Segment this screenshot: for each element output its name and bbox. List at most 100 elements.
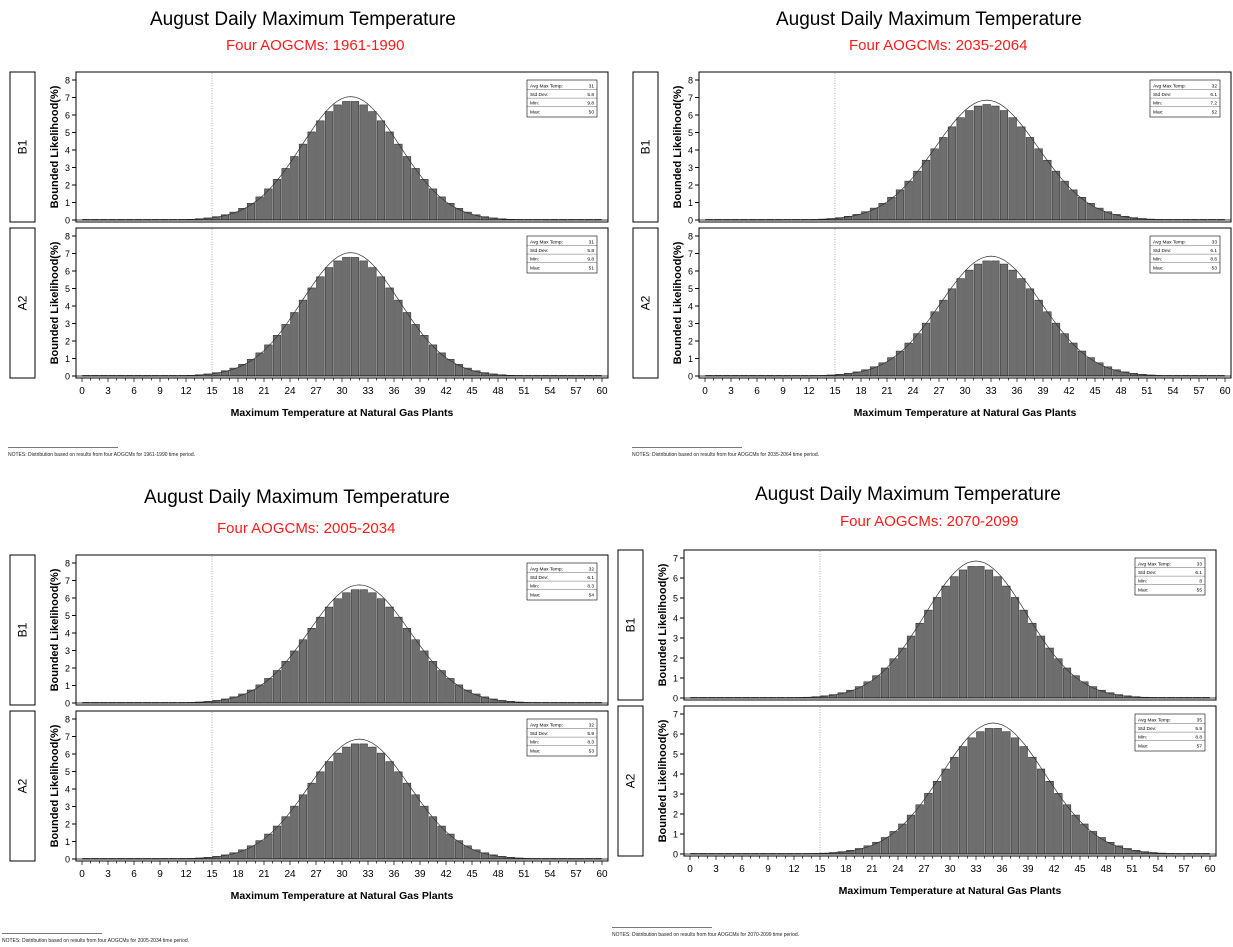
- histogram-bar: [1054, 658, 1063, 699]
- y-tick-label: 6: [688, 267, 693, 277]
- histogram-bar: [359, 589, 368, 704]
- plot-frame: [75, 71, 609, 223]
- histogram-bar: [982, 104, 991, 221]
- y-axis-label: Bounded Likelihood(%): [672, 241, 684, 364]
- x-tick-label: 21: [258, 869, 270, 880]
- stats-value: 5.9: [587, 731, 594, 737]
- histogram-bar: [1002, 731, 1011, 855]
- stats-box: [526, 718, 598, 757]
- y-tick-label: 1: [673, 830, 678, 840]
- histogram-bar: [1034, 148, 1043, 221]
- histogram-bar: [1043, 159, 1052, 221]
- y-tick-label: 6: [65, 267, 70, 277]
- histogram-bar: [1095, 207, 1104, 221]
- x-axis-label: Maximum Temperature at Natural Gas Plant…: [839, 885, 1062, 897]
- y-tick-label: 3: [65, 646, 70, 656]
- histogram-bar: [394, 616, 403, 704]
- histogram-bar: [342, 257, 351, 377]
- x-tick-label: 6: [739, 864, 745, 875]
- y-tick-label: 5: [65, 284, 70, 294]
- panel-b1: B1 Bounded Likelihood(%) 0 1 2 3 4 5 6 7 8 Avg Max …: [9, 71, 609, 226]
- y-tick-label: 7: [688, 249, 693, 259]
- strip-box: [632, 71, 659, 223]
- x-tick-label: 6: [754, 386, 760, 397]
- stats-box: [1134, 557, 1206, 596]
- y-tick-label: 8: [65, 559, 70, 569]
- stats-value: 9.8: [587, 101, 594, 107]
- histogram-bar: [999, 110, 1009, 221]
- histogram-bar: [967, 566, 976, 699]
- figure-subtitle: Four AOGCMs: 1961-1990: [226, 37, 405, 54]
- histogram-bar: [941, 585, 950, 699]
- histogram-bar: [359, 260, 368, 377]
- y-tick-label: 6: [673, 574, 678, 584]
- histogram-bar: [1069, 342, 1078, 377]
- y-tick-label: 7: [65, 93, 70, 103]
- stats-box: [1149, 235, 1221, 274]
- histogram-bar: [956, 117, 965, 221]
- histogram-bar: [965, 110, 974, 221]
- y-tick-label: 1: [688, 198, 693, 208]
- note-rule: [2, 933, 102, 934]
- histogram-bar: [915, 622, 924, 699]
- y-tick-label: 1: [688, 354, 693, 364]
- y-tick-label: 0: [673, 850, 678, 860]
- y-axis-label: Bounded Likelihood(%): [657, 563, 669, 686]
- stats-label: Std Dev:: [530, 248, 548, 254]
- y-tick-label: 5: [673, 594, 678, 604]
- x-tick-label: 0: [687, 864, 693, 875]
- x-tick-label: 45: [1089, 386, 1101, 397]
- x-tick-label: 18: [232, 386, 244, 397]
- histogram-bar: [924, 793, 933, 855]
- stats-label: Min:: [1153, 257, 1162, 263]
- histogram-bar: [1080, 681, 1089, 699]
- plot-frame: [683, 705, 1217, 857]
- x-tick-label: 39: [414, 386, 426, 397]
- stats-value: 8.3: [587, 740, 594, 746]
- histogram-bar: [350, 257, 360, 377]
- x-tick-label: 6: [131, 869, 137, 880]
- plot-frame: [698, 227, 1232, 379]
- x-tick-label: 9: [157, 386, 163, 397]
- x-tick-label: 54: [544, 869, 556, 880]
- histogram-bar: [1095, 362, 1104, 377]
- histogram-bar: [333, 104, 342, 221]
- histogram-bar: [947, 288, 957, 377]
- histogram-bar: [904, 180, 913, 221]
- histogram-bar: [420, 650, 429, 704]
- stats-label: Avg Max Temp:: [1153, 84, 1186, 90]
- stats-value: 32: [1212, 84, 1218, 90]
- histogram-bar: [1045, 781, 1054, 855]
- histogram-bar: [854, 686, 864, 699]
- y-tick-label: 5: [688, 284, 693, 294]
- x-tick-label: 15: [829, 386, 841, 397]
- histogram-bar: [376, 752, 386, 860]
- histogram-bar: [967, 737, 976, 855]
- histogram-bar: [368, 746, 377, 860]
- x-tick-label: 33: [970, 864, 982, 875]
- panel-b1: B1 Bounded Likelihood(%) 0 1 2 3 4 5 6 7 Avg Max T…: [617, 549, 1217, 704]
- histogram-bar: [913, 170, 922, 221]
- histogram-bar: [1097, 837, 1106, 855]
- histogram-bar: [1034, 299, 1043, 377]
- stats-label: Max:: [530, 748, 540, 754]
- histogram-bar: [1088, 686, 1098, 699]
- y-tick-label: 4: [65, 302, 70, 312]
- histogram-bar: [428, 661, 438, 704]
- stats-value: 53: [1212, 265, 1218, 271]
- histogram-bar: [298, 639, 308, 704]
- histogram-bar: [420, 179, 429, 221]
- y-axis-label: Bounded Likelihood(%): [49, 568, 61, 691]
- x-tick-label: 30: [336, 869, 348, 880]
- stats-label: Avg Max Temp:: [530, 240, 563, 246]
- y-tick-label: 4: [673, 614, 678, 624]
- x-tick-label: 30: [959, 386, 971, 397]
- stats-value: 9.8: [587, 257, 594, 263]
- x-tick-label: 39: [1037, 386, 1049, 397]
- histogram-bar: [350, 743, 360, 860]
- stats-label: Max:: [1138, 587, 1148, 593]
- histogram-bar: [316, 120, 325, 221]
- histogram-bar: [947, 126, 957, 221]
